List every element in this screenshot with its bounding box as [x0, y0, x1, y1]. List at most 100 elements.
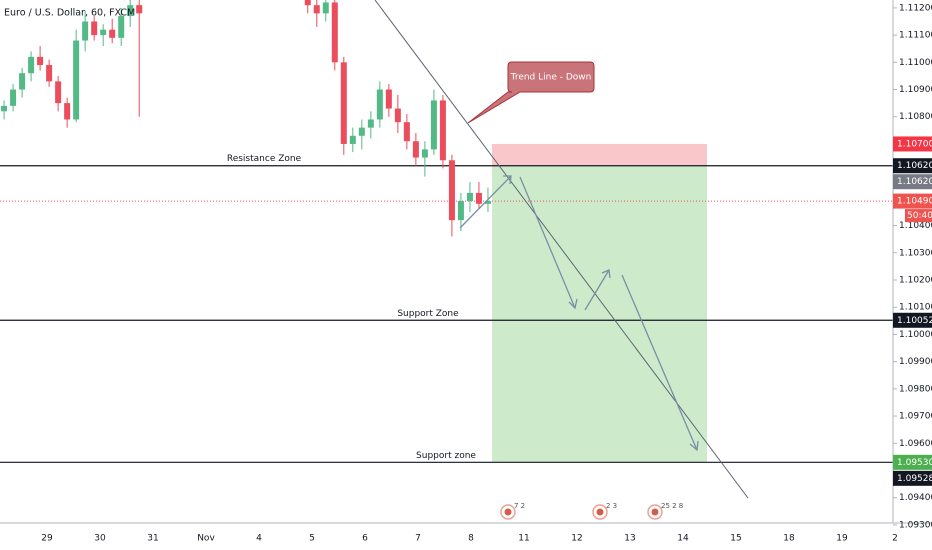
candle-body: [484, 201, 491, 204]
candle-body: [73, 40, 80, 120]
y-tick-label: 1.09600: [899, 439, 932, 449]
candle-body: [457, 201, 464, 221]
event-label: 7 2: [514, 502, 525, 510]
countdown: 50:40: [907, 211, 932, 221]
price-badge: [893, 312, 932, 328]
candle-body: [475, 192, 482, 204]
candle-body: [46, 65, 53, 82]
y-tick-label: 1.10100: [899, 303, 932, 313]
price-badge: [893, 470, 932, 486]
event-label: 2 3: [606, 502, 617, 510]
drawings: [374, 0, 749, 499]
y-tick-label: 1.09400: [899, 493, 932, 503]
x-tick-label: 13: [624, 534, 635, 544]
candle-body: [403, 122, 410, 142]
x-tick-label: 19: [836, 534, 848, 544]
candle-body: [28, 56, 35, 74]
stop-zone: [492, 143, 707, 166]
price-badge: [893, 193, 932, 209]
x-tick-label: Nov: [197, 534, 215, 544]
countdown-badge: [905, 209, 932, 223]
candle-body: [439, 100, 446, 161]
price-badge: [893, 136, 932, 152]
candle-body: [64, 103, 71, 120]
candle-body: [118, 16, 125, 38]
level-label: Support Zone: [397, 309, 459, 319]
y-tick-label: 1.10000: [899, 330, 932, 340]
y-tick-label: 1.11200: [899, 3, 932, 13]
candle-body: [55, 81, 62, 104]
event-flag: [504, 508, 512, 516]
candle-body: [349, 135, 356, 144]
candle-body: [430, 100, 437, 150]
y-tick-label: 1.09800: [899, 384, 932, 394]
y-tick-label: 1.09300: [899, 520, 932, 530]
chart-title: Euro / U.S. Dollar, 60, FXCM: [4, 8, 135, 19]
y-tick-label: 1.10900: [899, 85, 932, 95]
candle-body: [109, 29, 116, 38]
price-badge-label: 1.10700: [897, 139, 932, 149]
price-badge-label: 1.09528: [897, 474, 932, 484]
candle-body: [322, 2, 329, 14]
y-tick-label: 1.11100: [899, 31, 932, 41]
x-tick-label: 8: [468, 534, 474, 544]
candle-body: [367, 119, 374, 128]
price-badge: [893, 158, 932, 174]
candle-body: [340, 62, 347, 144]
y-tick-label: 1.10400: [899, 221, 932, 231]
candle-body: [37, 56, 44, 66]
price-badge-label: 1.10620: [897, 161, 932, 171]
y-tick-label: 1.10200: [899, 276, 932, 286]
price-badge-label: 1.10052: [897, 316, 932, 326]
annotation-text: Trend Line - Down: [510, 73, 592, 83]
candle-body: [304, 0, 311, 6]
x-tick-label: 15: [730, 534, 741, 544]
candle-body: [466, 192, 473, 202]
projection-arrows: [459, 175, 699, 452]
candle-body: [358, 127, 365, 136]
candle-body: [127, 5, 134, 17]
x-tick-label: 11: [518, 534, 529, 544]
level-label: Resistance Zone: [227, 154, 302, 164]
annotation-callout: Trend Line - Down: [467, 61, 595, 124]
event-flag: [596, 508, 604, 516]
y-tick-label: 1.11000: [899, 58, 932, 68]
x-tick-label: 18: [783, 534, 795, 544]
candle-body: [376, 89, 383, 120]
plot-area: Resistance Zone Support Zone Support zone: [0, 0, 893, 463]
trend-line: [374, 0, 749, 499]
x-tick-label: 31: [147, 534, 158, 544]
y-tick-label: 1.10300: [899, 248, 932, 258]
x-tick-label: 30: [94, 534, 106, 544]
candle-body: [10, 89, 17, 106]
candle-body: [136, 5, 143, 14]
level-label: Support zone: [416, 451, 476, 461]
candle-body: [82, 21, 89, 41]
x-tick-label: 4: [256, 534, 262, 544]
price-badge-label: 1.10620: [897, 177, 932, 187]
candle-body: [313, 5, 320, 14]
y-tick-label: 1.09700: [899, 412, 932, 422]
event-flag: [651, 508, 659, 516]
candle-body: [412, 141, 419, 158]
price-badge-label: 1.09530: [897, 458, 932, 468]
x-tick-label: 7: [415, 534, 421, 544]
candle-body: [394, 108, 401, 123]
x-tick-label: 12: [571, 534, 582, 544]
axes: 29 30 31 Nov 4 5 6 7 8 11 12 13 14 15 18 19 2 1.11200 1.11…: [41, 3, 932, 544]
x-tick-label: 2: [892, 534, 898, 544]
y-tick-label: 1.10800: [899, 112, 932, 122]
price-badge-label: 1.10490: [897, 197, 932, 207]
candle-body: [385, 89, 392, 109]
candle-body: [91, 21, 98, 36]
price-badge: [893, 454, 932, 470]
x-tick-label: 6: [362, 534, 368, 544]
candle-body: [1, 105, 8, 112]
x-tick-label: 14: [677, 534, 689, 544]
price-badge: [893, 174, 932, 190]
candle-body: [100, 29, 107, 36]
candle-body: [19, 73, 26, 90]
x-tick-label: 5: [309, 534, 315, 544]
